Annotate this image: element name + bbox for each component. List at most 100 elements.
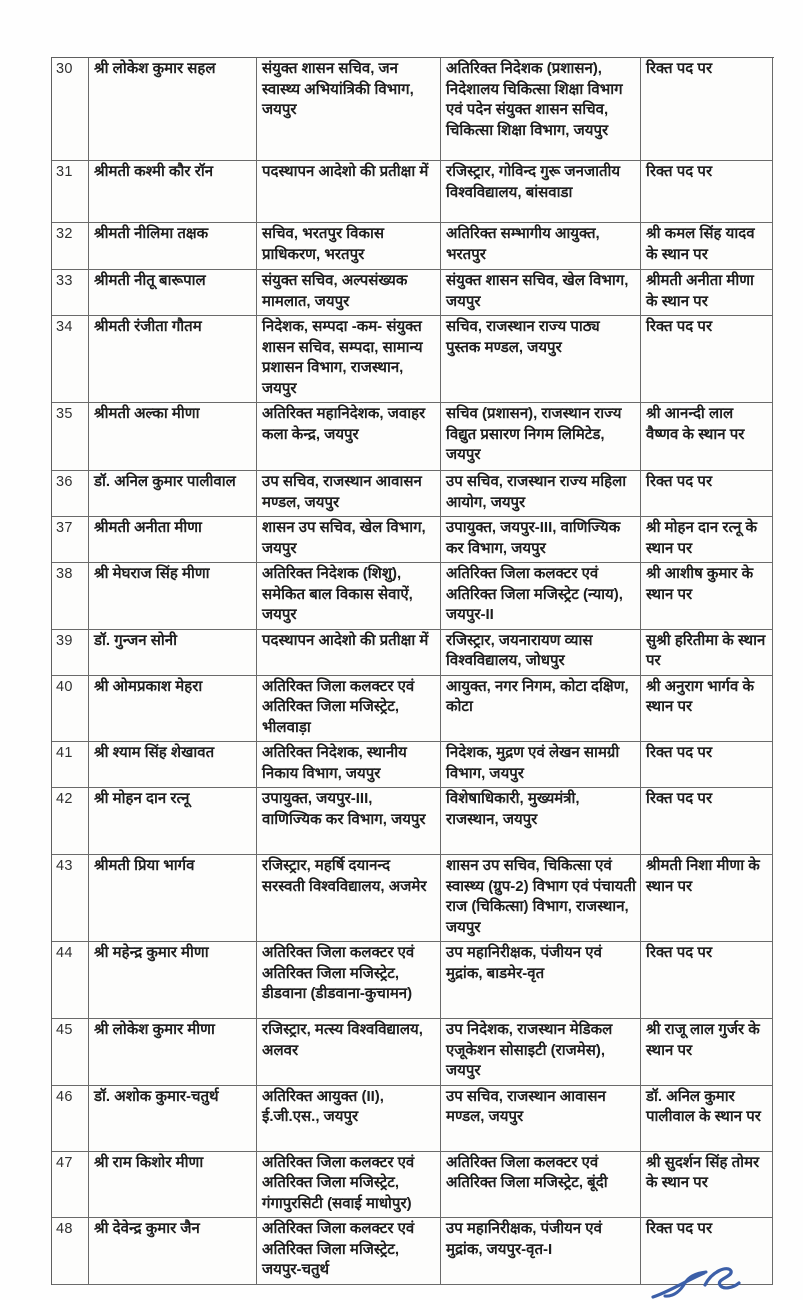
transfer-order-table: 30 श्री लोकेश कुमार सहल संयुक्त शासन सचि… [51, 57, 774, 1285]
new-post-cell: उप महानिरीक्षक, पंजीयन एवं मुद्रांक, जयप… [441, 1218, 641, 1285]
officer-name-cell: श्रीमती नीलिमा तक्षक [89, 223, 257, 270]
officer-name-cell: श्री देवेन्द्र कुमार जैन [89, 1218, 257, 1285]
remark-cell: रिक्त पद पर [641, 942, 773, 1019]
remark-cell: श्रीमती निशा मीणा के स्थान पर [641, 855, 773, 942]
officer-name-cell: डॉ. अनिल कुमार पालीवाल [89, 471, 257, 517]
remark-cell: श्रीमती अनीता मीणा के स्थान पर [641, 270, 773, 316]
present-post-cell: अतिरिक्त आयुक्त (II), ई.जी.एस., जयपुर [257, 1085, 441, 1152]
serial-cell: 42 [52, 788, 89, 855]
present-post-cell: रजिस्ट्रार, महर्षि दयानन्द सरस्वती विश्व… [257, 855, 441, 942]
present-post-cell: अतिरिक्त महानिदेशक, जवाहर कला केन्द्र, ज… [257, 403, 441, 471]
officer-name-cell: डॉ. गुन्जन सोनी [89, 629, 257, 676]
new-post-cell: संयुक्त शासन सचिव, खेल विभाग, जयपुर [441, 270, 641, 316]
present-post-cell: संयुक्त शासन सचिव, जन स्वास्थ्य अभियांत्… [257, 58, 441, 161]
new-post-cell: आयुक्त, नगर निगम, कोटा दक्षिण, कोटा [441, 675, 641, 742]
present-post-cell: अतिरिक्त निदेशक (शिशु), समेकित बाल विकास… [257, 563, 441, 630]
serial-cell: 40 [52, 675, 89, 742]
new-post-cell: अतिरिक्त निदेशक (प्रशासन), निदेशालय चिकि… [441, 58, 641, 161]
officer-name-cell: श्री लोकेश कुमार सहल [89, 58, 257, 161]
present-post-cell: उप सचिव, राजस्थान आवासन मण्डल, जयपुर [257, 471, 441, 517]
officer-name-cell: श्री महेन्द्र कुमार मीणा [89, 942, 257, 1019]
officer-name-cell: डॉ. अशोक कुमार-चतुर्थ [89, 1085, 257, 1152]
remark-cell: रिक्त पद पर [641, 58, 773, 161]
serial-cell: 38 [52, 563, 89, 630]
table-row: 45 श्री लोकेश कुमार मीणा रजिस्ट्रार, मत्… [52, 1019, 774, 1086]
serial-cell: 47 [52, 1151, 89, 1218]
remark-cell: श्री आशीष कुमार के स्थान पर [641, 563, 773, 630]
new-post-cell: उप सचिव, राजस्थान राज्य महिला आयोग, जयपु… [441, 471, 641, 517]
table-row: 36 डॉ. अनिल कुमार पालीवाल उप सचिव, राजस्… [52, 471, 774, 517]
present-post-cell: अतिरिक्त जिला कलक्टर एवं अतिरिक्त जिला म… [257, 1151, 441, 1218]
present-post-cell: निदेशक, सम्पदा -कम- संयुक्त शासन सचिव, स… [257, 316, 441, 403]
remark-cell: रिक्त पद पर [641, 316, 773, 403]
officer-name-cell: श्री लोकेश कुमार मीणा [89, 1019, 257, 1086]
remark-cell: श्री कमल सिंह यादव के स्थान पर [641, 223, 773, 270]
serial-cell: 37 [52, 517, 89, 563]
table-row: 32 श्रीमती नीलिमा तक्षक सचिव, भरतपुर विक… [52, 223, 774, 270]
present-post-cell: पदस्थापन आदेशो की प्रतीक्षा में [257, 161, 441, 223]
table-row: 39 डॉ. गुन्जन सोनी पदस्थापन आदेशो की प्र… [52, 629, 774, 676]
new-post-cell: उप निदेशक, राजस्थान मेडिकल एजूकेशन सोसाइ… [441, 1019, 641, 1086]
signature-stroke-1 [651, 1271, 706, 1299]
serial-cell: 31 [52, 161, 89, 223]
serial-cell: 36 [52, 471, 89, 517]
serial-cell: 34 [52, 316, 89, 403]
table-row: 31 श्रीमती कश्मी कौर रॉन पदस्थापन आदेशो … [52, 161, 774, 223]
serial-cell: 43 [52, 855, 89, 942]
present-post-cell: पदस्थापन आदेशो की प्रतीक्षा में [257, 629, 441, 676]
officer-name-cell: श्री ओमप्रकाश मेहरा [89, 675, 257, 742]
table-row: 42 श्री मोहन दान रत्नू उपायुक्त, जयपुर-I… [52, 788, 774, 855]
present-post-cell: शासन उप सचिव, खेल विभाग, जयपुर [257, 517, 441, 563]
officer-name-cell: श्री श्याम सिंह शेखावत [89, 742, 257, 788]
officer-name-cell: श्रीमती प्रिया भार्गव [89, 855, 257, 942]
serial-cell: 30 [52, 58, 89, 161]
new-post-cell: उपायुक्त, जयपुर-III, वाणिज्यिक कर विभाग,… [441, 517, 641, 563]
remark-cell: श्री सुदर्शन सिंह तोमर के स्थान पर [641, 1151, 773, 1218]
table-row: 44 श्री महेन्द्र कुमार मीणा अतिरिक्त जिल… [52, 942, 774, 1019]
table-row: 34 श्रीमती रंजीता गौतम निदेशक, सम्पदा -क… [52, 316, 774, 403]
serial-cell: 41 [52, 742, 89, 788]
serial-cell: 32 [52, 223, 89, 270]
remark-cell: श्री राजू लाल गुर्जर के स्थान पर [641, 1019, 773, 1086]
remark-cell: श्री अनुराग भार्गव के स्थान पर [641, 675, 773, 742]
remark-cell: सुश्री हरितीमा के स्थान पर [641, 629, 773, 676]
signature-stroke-3 [703, 1267, 741, 1290]
remark-cell: डॉ. अनिल कुमार पालीवाल के स्थान पर [641, 1085, 773, 1152]
table-row: 47 श्री राम किशोर मीणा अतिरिक्त जिला कलक… [52, 1151, 774, 1218]
new-post-cell: अतिरिक्त जिला कलक्टर एवं अतिरिक्त जिला म… [441, 1151, 641, 1218]
present-post-cell: अतिरिक्त जिला कलक्टर एवं अतिरिक्त जिला म… [257, 675, 441, 742]
table-row: 46 डॉ. अशोक कुमार-चतुर्थ अतिरिक्त आयुक्त… [52, 1085, 774, 1152]
officer-name-cell: श्री मेघराज सिंह मीणा [89, 563, 257, 630]
table-row: 37 श्रीमती अनीता मीणा शासन उप सचिव, खेल … [52, 517, 774, 563]
officer-name-cell: श्रीमती अल्का मीणा [89, 403, 257, 471]
serial-cell: 45 [52, 1019, 89, 1086]
table-row: 33 श्रीमती नीतू बारूपाल संयुक्त सचिव, अल… [52, 270, 774, 316]
new-post-cell: उप महानिरीक्षक, पंजीयन एवं मुद्रांक, बाड… [441, 942, 641, 1019]
remark-cell: रिक्त पद पर [641, 471, 773, 517]
new-post-cell: विशेषाधिकारी, मुख्यमंत्री, राजस्थान, जयप… [441, 788, 641, 855]
remark-cell: श्री आनन्दी लाल वैष्णव के स्थान पर [641, 403, 773, 471]
new-post-cell: सचिव, राजस्थान राज्य पाठ्य पुस्तक मण्डल,… [441, 316, 641, 403]
new-post-cell: रजिस्ट्रार, जयनारायण व्यास विश्वविद्यालय… [441, 629, 641, 676]
new-post-cell: शासन उप सचिव, चिकित्सा एवं स्वास्थ्य (ग्… [441, 855, 641, 942]
signature-stroke-2 [663, 1270, 708, 1298]
table-row: 40 श्री ओमप्रकाश मेहरा अतिरिक्त जिला कलक… [52, 675, 774, 742]
serial-cell: 33 [52, 270, 89, 316]
officer-name-cell: श्रीमती कश्मी कौर रॉन [89, 161, 257, 223]
remark-cell: रिक्त पद पर [641, 788, 773, 855]
officer-name-cell: श्रीमती नीतू बारूपाल [89, 270, 257, 316]
present-post-cell: सचिव, भरतपुर विकास प्राधिकरण, भरतपुर [257, 223, 441, 270]
remark-cell: श्री मोहन दान रत्नू के स्थान पर [641, 517, 773, 563]
serial-cell: 48 [52, 1218, 89, 1285]
officer-name-cell: श्रीमती अनीता मीणा [89, 517, 257, 563]
serial-cell: 44 [52, 942, 89, 1019]
table-row: 43 श्रीमती प्रिया भार्गव रजिस्ट्रार, महर… [52, 855, 774, 942]
present-post-cell: उपायुक्त, जयपुर-III, वाणिज्यिक कर विभाग,… [257, 788, 441, 855]
new-post-cell: रजिस्ट्रार, गोविन्द गुरू जनजातीय विश्ववि… [441, 161, 641, 223]
present-post-cell: अतिरिक्त निदेशक, स्थानीय निकाय विभाग, जय… [257, 742, 441, 788]
serial-cell: 35 [52, 403, 89, 471]
officer-name-cell: श्री मोहन दान रत्नू [89, 788, 257, 855]
table-row: 48 श्री देवेन्द्र कुमार जैन अतिरिक्त जिल… [52, 1218, 774, 1285]
signature-scribble [650, 1262, 746, 1300]
